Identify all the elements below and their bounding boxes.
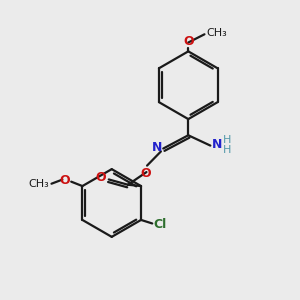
Text: N: N <box>152 141 162 154</box>
Text: O: O <box>59 174 70 187</box>
Text: Cl: Cl <box>153 218 167 231</box>
Text: H: H <box>223 135 231 145</box>
Text: O: O <box>95 172 106 184</box>
Text: H: H <box>223 145 231 155</box>
Text: CH₃: CH₃ <box>206 28 227 38</box>
Text: O: O <box>183 35 194 48</box>
Text: CH₃: CH₃ <box>29 179 50 189</box>
Text: N: N <box>212 139 222 152</box>
Text: O: O <box>141 167 152 180</box>
